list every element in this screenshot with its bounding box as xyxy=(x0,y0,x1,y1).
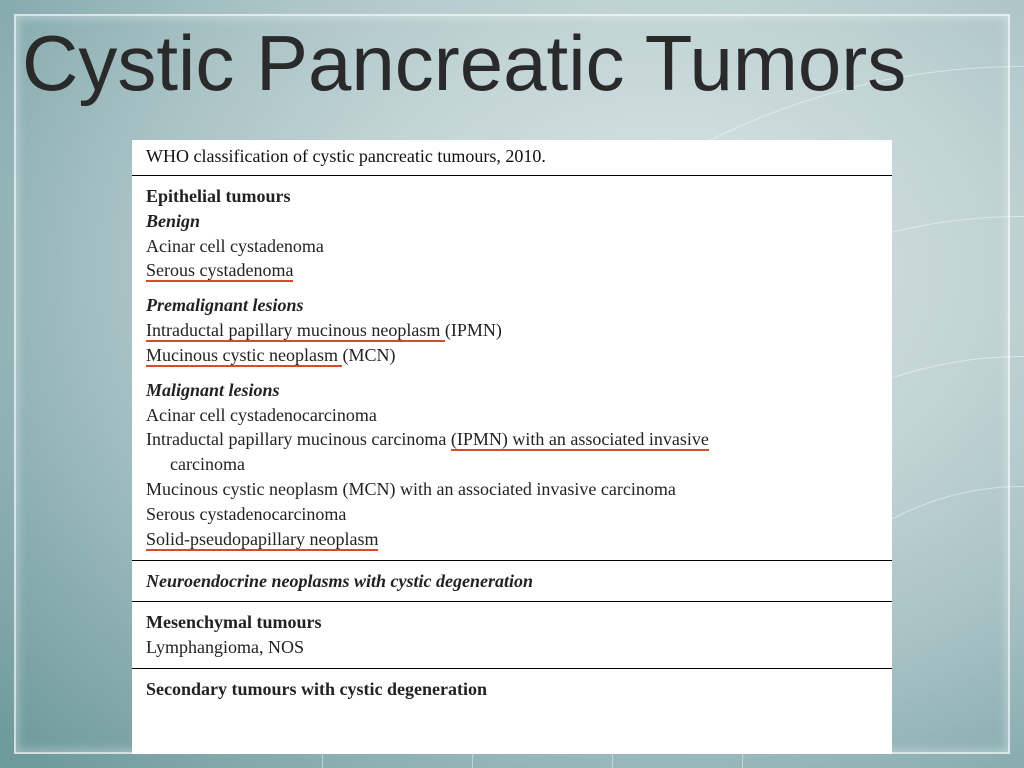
entry-ipmn-after: (IPMN) xyxy=(445,320,502,340)
entry-mcn-ul: Mucinous cystic neoplasm xyxy=(146,345,342,367)
entry-mcn-after: (MCN) xyxy=(342,345,395,365)
entry-acinar-cystadenoma: Acinar cell cystadenoma xyxy=(146,234,878,259)
section-mesenchymal: Mesenchymal tumours Lymphangioma, NOS xyxy=(132,602,892,669)
section-neuroendocrine: Neuroendocrine neoplasms with cystic deg… xyxy=(132,561,892,603)
entry-ipmn-invasive-before: Intraductal papillary mucinous carcinoma xyxy=(146,429,451,449)
section-heading: Epithelial tumours xyxy=(146,184,878,209)
entry-acinar-carcinoma: Acinar cell cystadenocarcinoma xyxy=(146,403,878,428)
entry-mcn-invasive: Mucinous cystic neoplasm (MCN) with an a… xyxy=(146,477,878,502)
slide-title: Cystic Pancreatic Tumors xyxy=(22,18,1002,109)
section-epithelial: Epithelial tumours Benign Acinar cell cy… xyxy=(132,176,892,561)
subheading-premalignant: Premalignant lesions xyxy=(146,293,878,318)
slide: Cystic Pancreatic Tumors WHO classificat… xyxy=(0,0,1024,768)
entry-lymphangioma: Lymphangioma, NOS xyxy=(146,635,878,660)
spacer xyxy=(146,283,878,293)
spacer xyxy=(146,368,878,378)
entry-ipmn-ul: Intraductal papillary mucinous neoplasm xyxy=(146,320,445,342)
section-secondary: Secondary tumours with cystic degenerati… xyxy=(132,669,892,710)
section-heading-mesenchymal: Mesenchymal tumours xyxy=(146,610,878,635)
section-heading-secondary: Secondary tumours with cystic degenerati… xyxy=(146,677,878,702)
subheading-malignant: Malignant lesions xyxy=(146,378,878,403)
entry-spn-ul: Solid-pseudopapillary neoplasm xyxy=(146,529,378,551)
classification-table: WHO classification of cystic pancreatic … xyxy=(132,140,892,754)
entry-ipmn-invasive-cont: carcinoma xyxy=(146,452,878,477)
entry-ipmn-invasive: Intraductal papillary mucinous carcinoma… xyxy=(146,427,878,452)
entry-serous-cystadenoma-ul: Serous cystadenoma xyxy=(146,260,293,282)
entry-serous-carcinoma: Serous cystadenocarcinoma xyxy=(146,502,878,527)
entry-mcn: Mucinous cystic neoplasm (MCN) xyxy=(146,343,878,368)
subheading-benign: Benign xyxy=(146,209,878,234)
entry-spn: Solid-pseudopapillary neoplasm xyxy=(146,527,878,552)
entry-serous-cystadenoma: Serous cystadenoma xyxy=(146,258,878,283)
entry-ipmn: Intraductal papillary mucinous neoplasm … xyxy=(146,318,878,343)
section-heading-neuroendocrine: Neuroendocrine neoplasms with cystic deg… xyxy=(146,569,878,594)
entry-ipmn-invasive-ul: (IPMN) with an associated invasive xyxy=(451,429,709,451)
table-header: WHO classification of cystic pancreatic … xyxy=(132,140,892,176)
